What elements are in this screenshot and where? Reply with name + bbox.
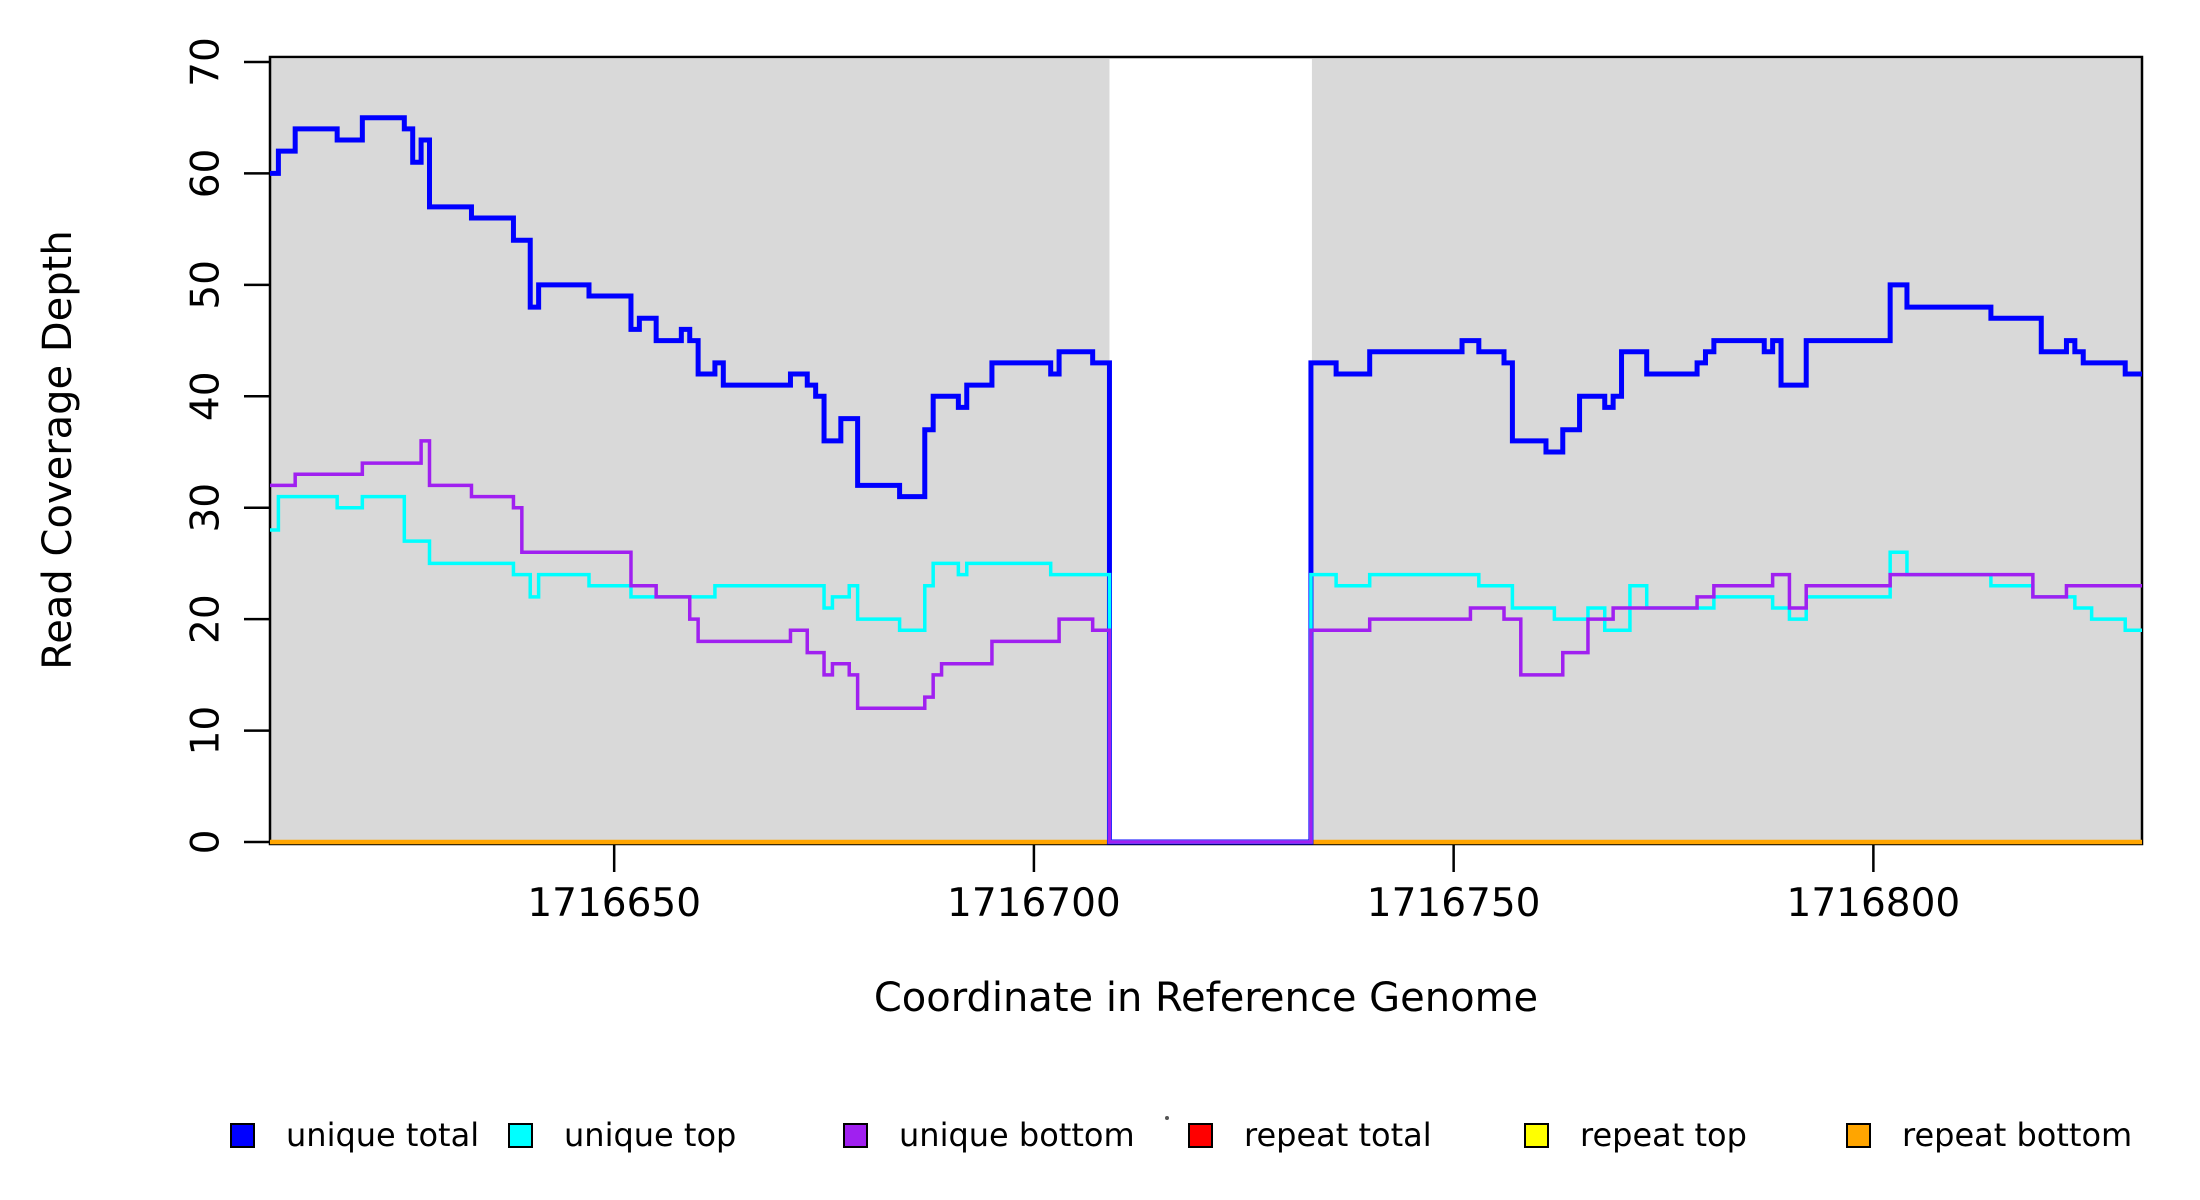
shaded-region-0	[271, 59, 1110, 841]
y-tick-label: 30	[184, 483, 229, 533]
y-tick-label: 0	[184, 830, 229, 855]
x-tick-label: 1716750	[1367, 881, 1541, 926]
shaded-region-1	[1311, 59, 2142, 841]
y-tick-label: 50	[184, 260, 229, 310]
stray-dot	[1165, 1116, 1169, 1120]
y-tick-label: 10	[184, 706, 229, 756]
x-axis-title: Coordinate in Reference Genome	[873, 975, 1539, 1021]
series-unique-total-line	[270, 115, 2142, 845]
y-tick-label: 70	[184, 37, 229, 87]
y-tick-label: 20	[184, 594, 229, 644]
x-tick-label: 1716800	[1787, 881, 1961, 926]
series-unique-bottom-line	[270, 439, 2142, 844]
y-axis-title: Read Coverage Depth	[35, 230, 81, 670]
y-tick-label: 40	[184, 371, 229, 421]
y-tick-label: 60	[184, 149, 229, 199]
x-tick-label: 1716700	[947, 881, 1121, 926]
x-tick-label: 1716650	[527, 881, 701, 926]
